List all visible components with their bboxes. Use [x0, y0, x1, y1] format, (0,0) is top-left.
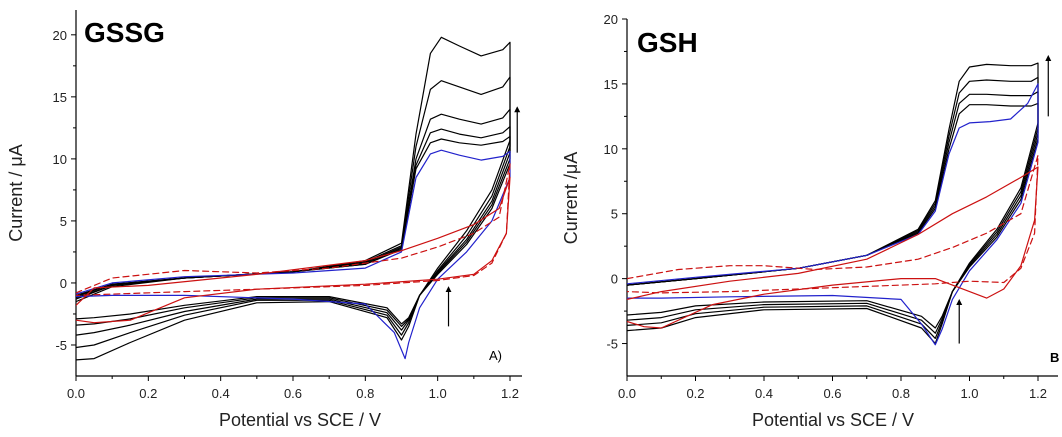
x-tick-label: 0.2: [139, 386, 157, 401]
x-tick-label: 0.8: [356, 386, 374, 401]
series-line-3: [76, 108, 511, 336]
y-tick-label: 5: [60, 214, 67, 229]
x-tick-label: 0.4: [212, 386, 230, 401]
chart-title: GSH: [637, 27, 698, 58]
chart-panel-b: 0.0 0.2 0.4 0.6 0.8 1.0 1.2 -5 0 5 10 15 20 GSH B Poten…: [561, 12, 1059, 430]
x-tick-label: 0.6: [284, 386, 302, 401]
x-tick-label: 1.0: [960, 386, 978, 401]
y-tick-label: 0: [611, 272, 618, 287]
x-tick-label: 0.0: [618, 386, 636, 401]
chart-title: GSSG: [84, 17, 165, 48]
y-axis-title: Current /μA: [561, 152, 581, 244]
y-tick-label: -5: [606, 337, 618, 352]
chart-panel-a: 0.0 0.2 0.4 0.6 0.8 1.0 1.2 -5 0 5 10 15 20 GSSG A) Pot…: [6, 10, 522, 430]
series-line-7: [627, 154, 1039, 294]
y-tick-label: 5: [611, 207, 618, 222]
series-line-6: [627, 166, 1039, 329]
series-line-3: [627, 91, 1039, 334]
x-tick-label: 0.2: [686, 386, 704, 401]
panel-label: A): [489, 348, 502, 363]
y-tick-label: 10: [604, 142, 618, 157]
series-group: [76, 36, 511, 361]
x-tick-label: 1.0: [429, 386, 447, 401]
y-tick-label: 15: [604, 77, 618, 92]
y-tick-label: -5: [55, 338, 67, 353]
x-tick-label: 1.2: [501, 386, 519, 401]
x-tick-label: 0.4: [755, 386, 773, 401]
y-tick-label: 0: [60, 276, 67, 291]
series-line-2: [76, 76, 511, 349]
x-tick-label: 1.2: [1029, 386, 1047, 401]
series-group: [627, 62, 1039, 346]
y-tick-label: 10: [53, 152, 67, 167]
x-tick-label: 0.6: [823, 386, 841, 401]
series-line-5: [627, 83, 1039, 346]
x-tick-label: 0.8: [892, 386, 910, 401]
panel-label: B: [1050, 350, 1059, 365]
series-line-6: [76, 149, 511, 360]
x-axis-title: Potential vs SCE / V: [752, 410, 914, 430]
x-axis-title: Potential vs SCE / V: [219, 410, 381, 430]
series-line-8: [76, 163, 511, 296]
series-line-1: [76, 36, 511, 361]
y-tick-label: 20: [604, 12, 618, 27]
series-line-2: [627, 76, 1039, 339]
y-axis-title: Current / μA: [6, 144, 26, 241]
x-tick-label: 0.0: [67, 386, 85, 401]
series-line-7: [76, 176, 511, 324]
y-tick-label: 15: [53, 90, 67, 105]
y-tick-label: 20: [53, 28, 67, 43]
